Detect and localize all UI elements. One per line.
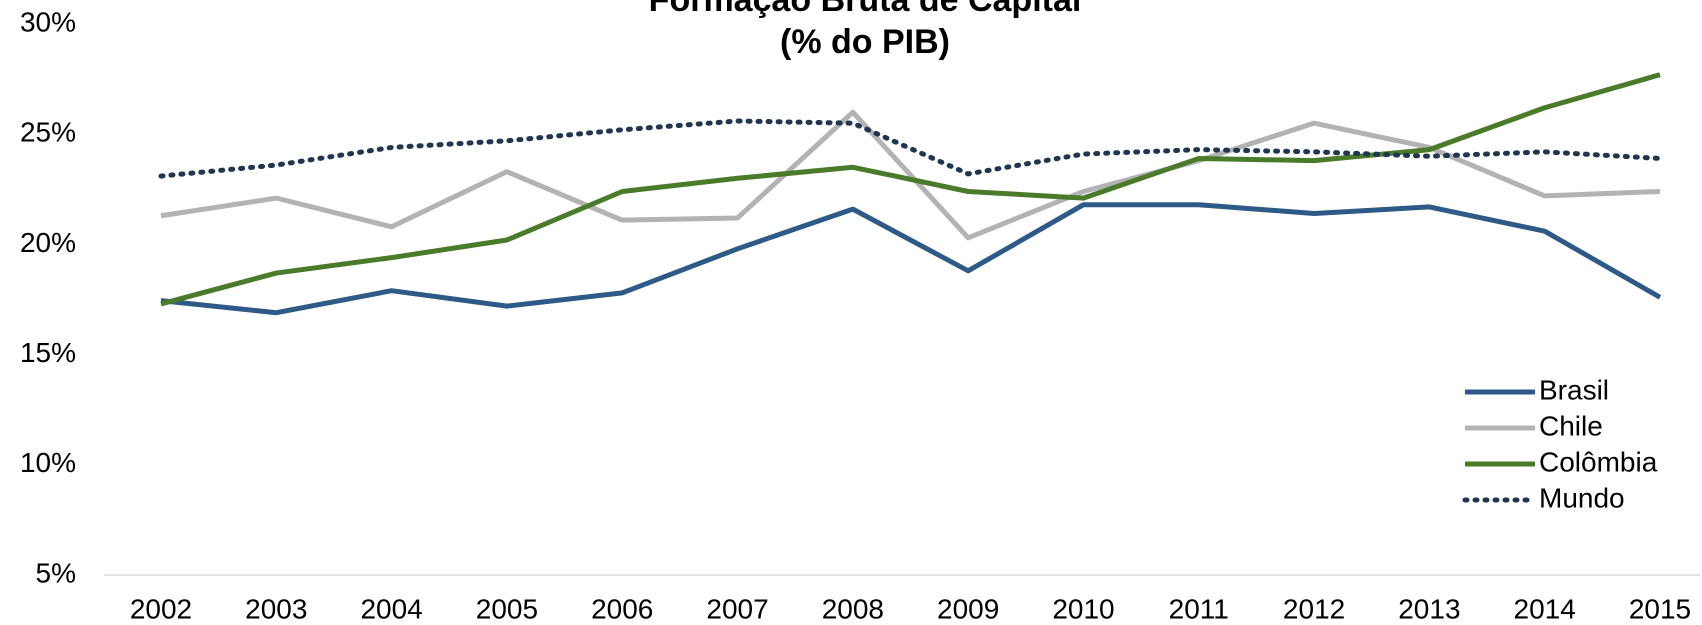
y-tick-label: 20% — [20, 227, 76, 258]
legend-label: Colômbia — [1539, 446, 1658, 477]
x-tick-label: 2011 — [1169, 593, 1229, 624]
y-tick-label: 15% — [20, 337, 76, 368]
x-tick-label: 2005 — [476, 593, 538, 624]
y-tick-label: 30% — [20, 6, 76, 37]
x-tick-label: 2006 — [591, 593, 653, 624]
chart-title: Formação Bruta de Capital — [649, 0, 1082, 19]
legend-label: Brasil — [1539, 374, 1609, 405]
y-tick-label: 25% — [20, 117, 76, 148]
y-tick-label: 5% — [36, 557, 76, 588]
x-tick-label: 2008 — [822, 593, 884, 624]
legend-label: Mundo — [1539, 482, 1625, 513]
y-tick-label: 10% — [20, 447, 76, 478]
x-tick-label: 2015 — [1629, 593, 1691, 624]
x-tick-label: 2003 — [245, 593, 307, 624]
line-series — [160, 109, 1661, 241]
line-series — [158, 118, 1663, 179]
x-tick-label: 2010 — [1052, 593, 1114, 624]
x-tick-label: 2013 — [1398, 593, 1460, 624]
x-tick-label: 2007 — [706, 593, 768, 624]
line-series — [160, 202, 1662, 316]
chart-subtitle: (% do PIB) — [780, 23, 950, 61]
x-tick-label: 2009 — [937, 593, 999, 624]
x-tick-label: 2014 — [1514, 593, 1576, 624]
x-tick-label: 2002 — [130, 593, 192, 624]
legend-label: Chile — [1539, 410, 1603, 441]
line-series — [160, 72, 1661, 307]
x-tick-label: 2004 — [360, 593, 422, 624]
x-tick-label: 2012 — [1283, 593, 1345, 624]
